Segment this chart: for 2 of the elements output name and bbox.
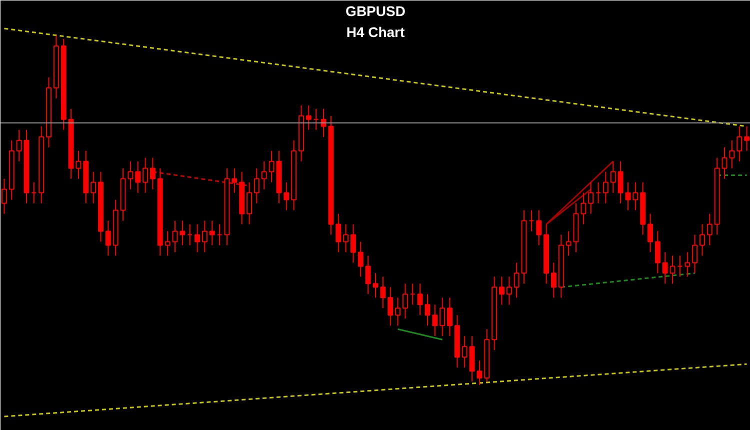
chart-title: GBPUSD	[346, 2, 406, 19]
chart-subtitle: H4 Chart	[346, 24, 406, 40]
